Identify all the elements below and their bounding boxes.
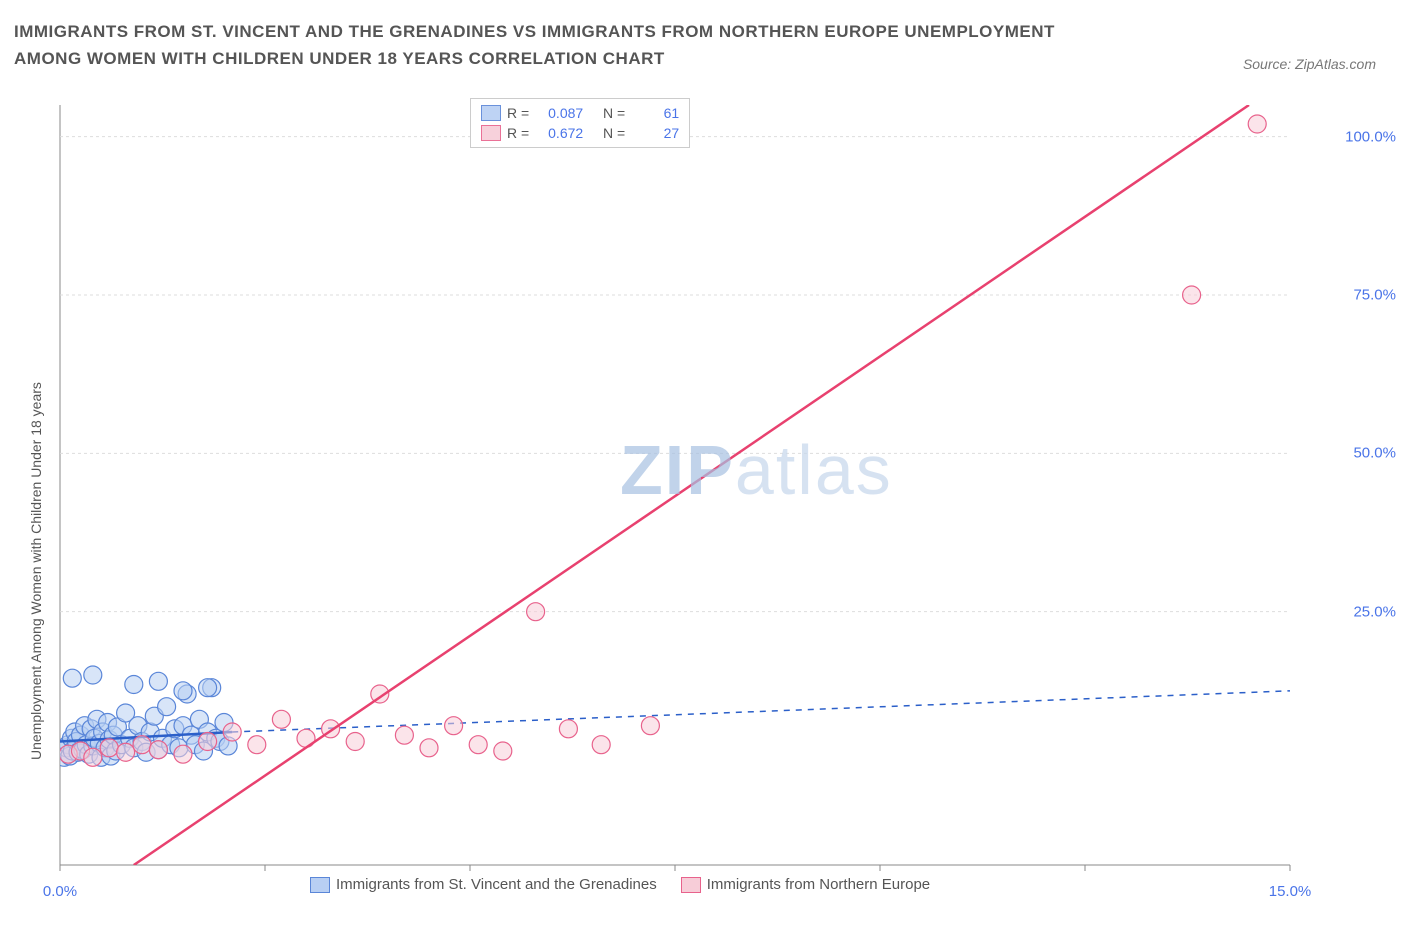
legend-swatch	[681, 877, 701, 893]
legend-item: Immigrants from Northern Europe	[681, 876, 930, 893]
stats-legend: R = 0.087 N = 61 R = 0.672 N = 27	[470, 98, 690, 148]
legend-swatch	[481, 105, 501, 121]
y-tick-label: 75.0%	[1353, 287, 1396, 304]
stat-label: R =	[507, 125, 529, 141]
source-label: Source: ZipAtlas.com	[1243, 56, 1376, 72]
scatter-plot	[50, 95, 1370, 895]
chart-title: IMMIGRANTS FROM ST. VINCENT AND THE GREN…	[14, 18, 1114, 72]
stats-legend-row: R = 0.672 N = 27	[481, 123, 679, 143]
x-tick-first: 0.0%	[43, 883, 77, 900]
stat-value: 0.087	[535, 105, 583, 121]
y-tick-label: 25.0%	[1353, 603, 1396, 620]
legend-swatch	[481, 125, 501, 141]
y-tick-label: 50.0%	[1353, 445, 1396, 462]
legend-label: Immigrants from Northern Europe	[707, 876, 930, 893]
stat-value: 0.672	[535, 125, 583, 141]
stat-value: 61	[631, 105, 679, 121]
stat-label: N =	[603, 125, 625, 141]
stat-label: R =	[507, 105, 529, 121]
stat-label: N =	[603, 105, 625, 121]
stat-value: 27	[631, 125, 679, 141]
stats-legend-row: R = 0.087 N = 61	[481, 103, 679, 123]
y-axis-label: Unemployment Among Women with Children U…	[28, 382, 44, 760]
legend-swatch	[310, 877, 330, 893]
legend-label: Immigrants from St. Vincent and the Gren…	[336, 876, 657, 893]
chart-container: IMMIGRANTS FROM ST. VINCENT AND THE GREN…	[0, 0, 1406, 930]
series-legend: Immigrants from St. Vincent and the Gren…	[310, 876, 930, 893]
y-tick-label: 100.0%	[1345, 128, 1396, 145]
x-tick-last: 15.0%	[1269, 883, 1312, 900]
legend-item: Immigrants from St. Vincent and the Gren…	[310, 876, 657, 893]
